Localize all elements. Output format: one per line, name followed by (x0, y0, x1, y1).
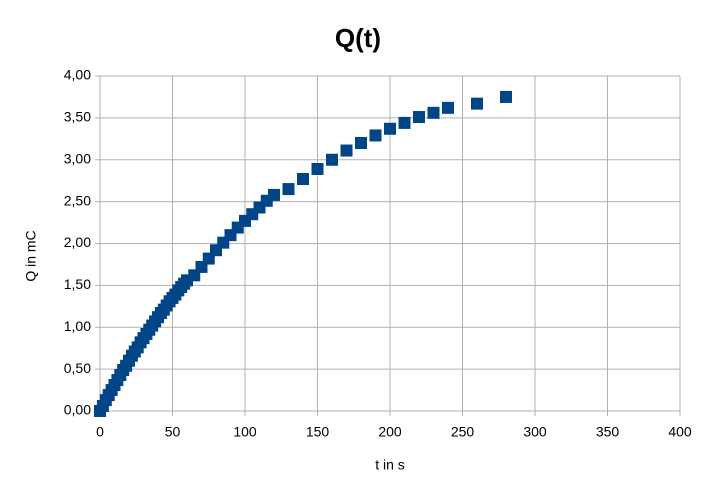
y-tick-label: 4,00 (64, 67, 91, 83)
x-tick-label: 300 (523, 424, 547, 440)
data-point (442, 101, 454, 114)
y-tick-label: 1,00 (64, 318, 91, 334)
x-tick-label: 0 (96, 424, 104, 440)
x-tick-label: 150 (306, 424, 330, 440)
x-tick-label: 50 (165, 424, 181, 440)
y-axis-label: Q in mC (23, 230, 39, 281)
y-tick-label: 0,00 (64, 402, 91, 418)
data-point (340, 144, 353, 157)
y-tick-label: 2,00 (64, 234, 91, 250)
x-axis-label: t in s (375, 457, 405, 473)
y-tick-label: 2,50 (64, 192, 91, 208)
data-point (268, 188, 280, 201)
x-tick-label: 250 (451, 424, 475, 440)
chart-title: Q(t) (335, 23, 381, 53)
data-point (355, 137, 367, 149)
data-point (311, 162, 324, 175)
data-point (369, 129, 382, 142)
x-tick-label: 350 (596, 424, 620, 440)
y-tick-label: 0,50 (64, 360, 91, 376)
x-tick-label: 200 (378, 424, 402, 440)
data-point (384, 122, 396, 135)
data-point (413, 111, 425, 124)
data-point (500, 90, 512, 103)
data-point (398, 116, 411, 129)
data-point (427, 106, 440, 119)
y-tick-label: 3,50 (64, 109, 91, 125)
y-tick-label: 1,50 (64, 276, 91, 292)
data-point (282, 183, 295, 196)
x-tick-label: 100 (233, 424, 257, 440)
data-point (471, 97, 483, 110)
x-tick-label: 400 (668, 424, 692, 440)
y-tick-label: 3,00 (64, 150, 91, 166)
data-point (297, 173, 309, 186)
data-point (326, 153, 338, 166)
